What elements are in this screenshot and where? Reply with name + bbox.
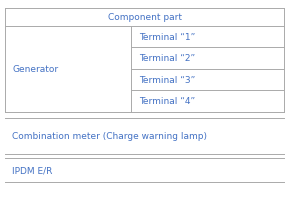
Text: Terminal “2”: Terminal “2” <box>139 54 195 63</box>
Text: IPDM E/R: IPDM E/R <box>12 166 53 175</box>
Text: Combination meter (Charge warning lamp): Combination meter (Charge warning lamp) <box>12 132 208 141</box>
Text: Terminal “3”: Terminal “3” <box>139 76 195 84</box>
Text: Component part: Component part <box>108 13 181 22</box>
Text: Terminal “1”: Terminal “1” <box>139 33 195 42</box>
Text: Terminal “4”: Terminal “4” <box>139 97 195 106</box>
Text: Generator: Generator <box>12 65 59 74</box>
